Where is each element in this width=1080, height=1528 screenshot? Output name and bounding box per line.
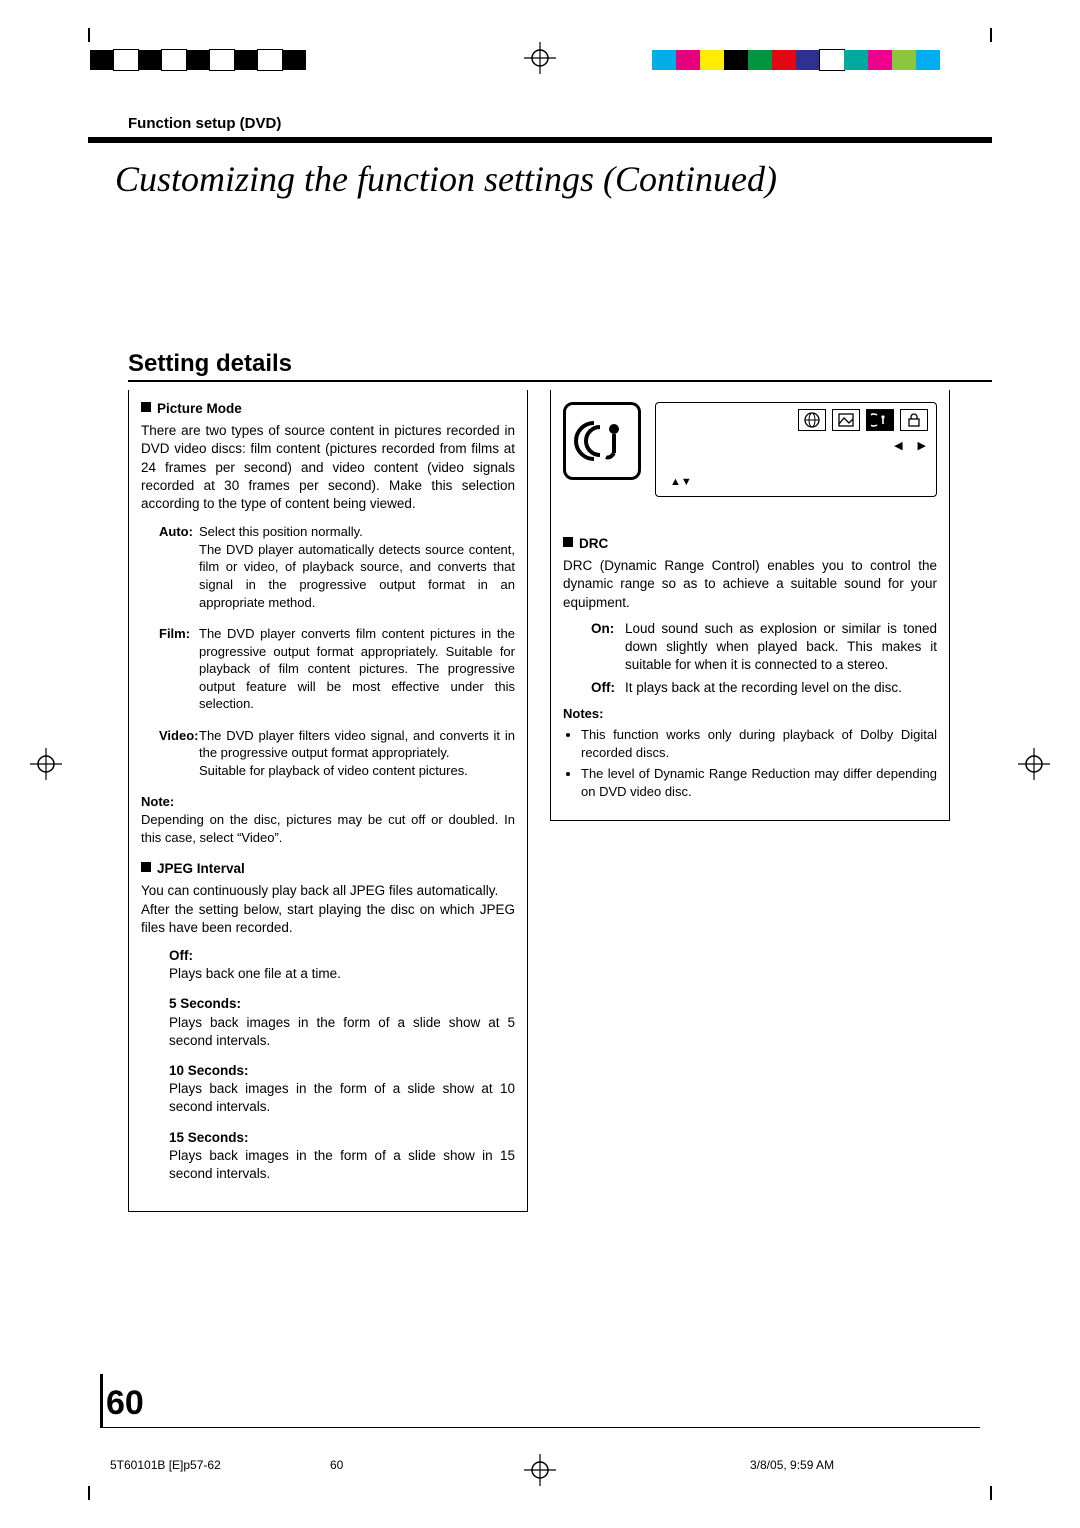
drc-options: On:Loud sound such as explosion or simil… <box>591 620 937 697</box>
jpeg-options: Off:Plays back one file at a time. 5 Sec… <box>141 947 515 1183</box>
crop-mark <box>88 1486 90 1500</box>
note-item: The level of Dynamic Range Reduction may… <box>581 765 937 800</box>
picture-mode-intro: There are two types of source content in… <box>141 422 515 513</box>
audio-menu-icon <box>563 402 641 480</box>
square-bullet-icon <box>141 402 151 412</box>
osd-tabs <box>798 409 928 431</box>
note-item: This function works only during playback… <box>581 726 937 761</box>
globe-tab-icon <box>798 409 826 431</box>
page-number: 60 <box>106 1384 144 1423</box>
picture-mode-heading: Picture Mode <box>141 400 515 418</box>
page-number-bar <box>100 1374 103 1428</box>
definition-row: Film: The DVD player converts film conte… <box>141 625 515 713</box>
option-value: Loud sound such as explosion or similar … <box>625 620 937 675</box>
drc-heading: DRC <box>563 535 937 553</box>
crop-mark <box>990 1486 992 1500</box>
drc-intro: DRC (Dynamic Range Control) enables you … <box>563 557 937 612</box>
colorbar-right <box>652 50 940 70</box>
option-row: Off:It plays back at the recording level… <box>591 679 937 697</box>
option-row: On:Loud sound such as explosion or simil… <box>591 620 937 675</box>
heading-text: Picture Mode <box>157 401 242 416</box>
option-value: Plays back images in the form of a slide… <box>169 1014 515 1050</box>
definition-key: Video: <box>141 727 199 780</box>
crop-mark <box>990 28 992 42</box>
picture-mode-definitions: Auto: Select this position normally. The… <box>141 523 515 779</box>
osd-menu-diagram: ◀ ▶ ▲▼ <box>655 402 937 497</box>
audio-tab-icon <box>866 409 894 431</box>
lock-tab-icon <box>900 409 928 431</box>
option-key: 10 Seconds: <box>169 1062 515 1080</box>
definition-key: Film: <box>141 625 199 713</box>
option-item: 5 Seconds:Plays back images in the form … <box>169 995 515 1050</box>
registration-mark-right <box>1018 748 1050 780</box>
option-value: It plays back at the recording level on … <box>625 679 937 697</box>
definition-row: Video: The DVD player filters video sign… <box>141 727 515 780</box>
note-label: Note: <box>141 793 515 811</box>
definition-value: Select this position normally. The DVD p… <box>199 523 515 611</box>
option-key: Off: <box>591 679 625 697</box>
left-column: Picture Mode There are two types of sour… <box>128 390 528 1212</box>
option-value: Plays back images in the form of a slide… <box>169 1147 515 1183</box>
option-key: On: <box>591 620 625 675</box>
picture-tab-icon <box>832 409 860 431</box>
option-key: 5 Seconds: <box>169 995 515 1013</box>
option-item: Off:Plays back one file at a time. <box>169 947 515 983</box>
square-bullet-icon <box>141 862 151 872</box>
page-title: Customizing the function settings (Conti… <box>115 158 777 200</box>
slug-page: 60 <box>330 1458 550 1472</box>
slug-filename: 5T60101B [E]p57-62 <box>110 1458 330 1472</box>
jpeg-intro-1: You can continuously play back all JPEG … <box>141 882 515 900</box>
section-label: Setting details <box>128 350 292 377</box>
header-accent-bar <box>88 137 992 143</box>
arrows-horizontal-icon: ◀ ▶ <box>894 439 928 452</box>
definition-value: The DVD player converts film content pic… <box>199 625 515 713</box>
content-columns: Picture Mode There are two types of sour… <box>128 390 950 1376</box>
right-column: ◀ ▶ ▲▼ DRC DRC (Dynamic Range Control) e… <box>550 390 950 821</box>
option-value: Plays back images in the form of a slide… <box>169 1080 515 1116</box>
drc-panel: DRC DRC (Dynamic Range Control) enables … <box>550 505 950 821</box>
definition-row: Auto: Select this position normally. The… <box>141 523 515 611</box>
heading-text: JPEG Interval <box>157 861 245 876</box>
page-number-rule <box>100 1427 980 1429</box>
option-key: Off: <box>169 947 515 965</box>
slug-line: 5T60101B [E]p57-62 60 3/8/05, 9:59 AM <box>110 1458 970 1472</box>
option-item: 10 Seconds:Plays back images in the form… <box>169 1062 515 1117</box>
square-bullet-icon <box>563 537 573 547</box>
drc-icon-row: ◀ ▶ ▲▼ <box>550 390 950 505</box>
jpeg-heading: JPEG Interval <box>141 860 515 878</box>
option-key: 15 Seconds: <box>169 1129 515 1147</box>
notes-label: Notes: <box>563 705 937 723</box>
jpeg-intro-2: After the setting below, start playing t… <box>141 901 515 937</box>
option-item: 15 Seconds:Plays back images in the form… <box>169 1129 515 1184</box>
picture-mode-panel: Picture Mode There are two types of sour… <box>128 390 528 1212</box>
registration-mark-left <box>30 748 62 780</box>
arrows-vertical-icon: ▲▼ <box>670 476 692 488</box>
heading-text: DRC <box>579 536 608 551</box>
slug-timestamp: 3/8/05, 9:59 AM <box>550 1458 970 1472</box>
option-value: Plays back one file at a time. <box>169 965 515 983</box>
note-text: Depending on the disc, pictures may be c… <box>141 811 515 846</box>
running-head: Function setup (DVD) <box>128 115 281 132</box>
notes-list: This function works only during playback… <box>567 726 937 800</box>
colorbar-left <box>90 50 306 70</box>
definition-value: The DVD player filters video signal, and… <box>199 727 515 780</box>
definition-key: Auto: <box>141 523 199 611</box>
crop-mark <box>88 28 90 42</box>
section-header: Setting details <box>128 350 992 382</box>
registration-mark-top <box>524 42 556 74</box>
